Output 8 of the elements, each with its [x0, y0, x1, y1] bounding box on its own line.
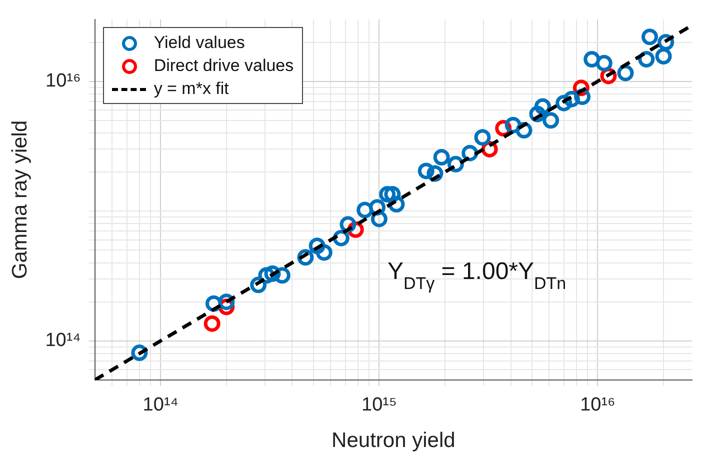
x-tick-label: 10¹⁴: [142, 394, 178, 416]
x-tick-label: 10¹⁵: [362, 394, 397, 416]
y-axis-title: Gamma ray yield: [8, 120, 32, 280]
legend-label: Direct drive values: [154, 56, 294, 76]
x-axis-title: Neutron yield: [332, 429, 456, 452]
legend-label: Yield values: [154, 32, 245, 53]
x-tick-label: 10¹⁶: [580, 394, 616, 416]
legend-label: y = m*x fit: [154, 78, 229, 99]
